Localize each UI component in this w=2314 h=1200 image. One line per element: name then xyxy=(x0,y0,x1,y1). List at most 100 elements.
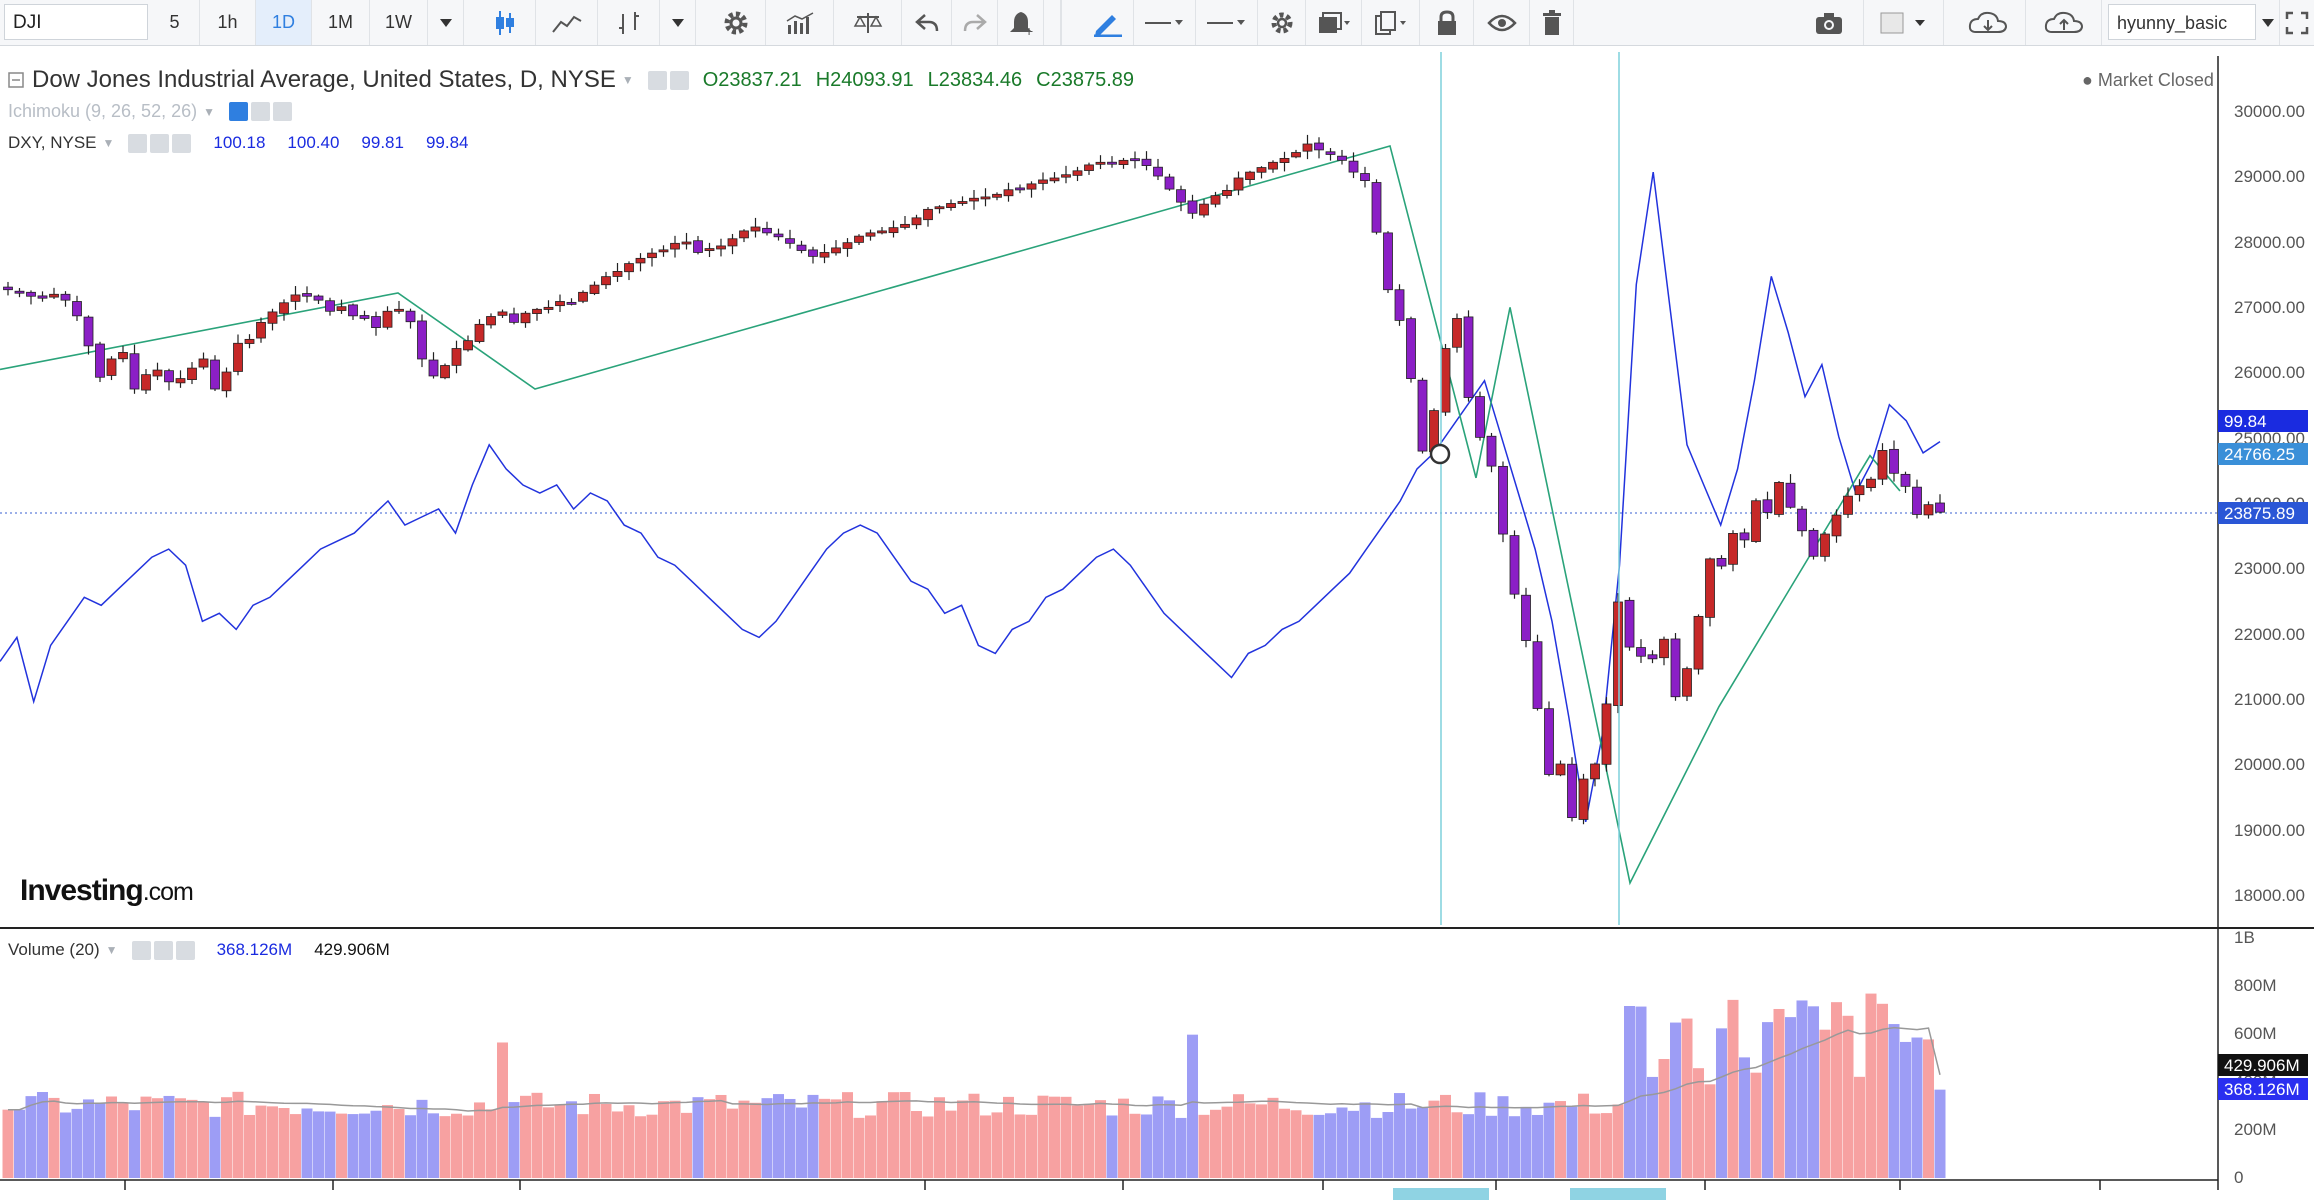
cloud-download-button[interactable] xyxy=(1950,0,2026,45)
layers-button[interactable] xyxy=(1306,0,1362,45)
candle-up xyxy=(279,302,289,314)
chart-canvas[interactable] xyxy=(0,47,2314,1200)
bar-chart-button[interactable] xyxy=(598,0,660,45)
volume-bar xyxy=(566,1101,577,1178)
volume-bar xyxy=(186,1099,198,1178)
volume-bar xyxy=(1428,1100,1440,1178)
candle-down xyxy=(3,286,13,291)
candle-up xyxy=(1659,638,1669,659)
settings-icon[interactable] xyxy=(153,940,173,960)
dxy-label[interactable]: DXY, NYSE xyxy=(8,133,97,152)
candle-down xyxy=(348,304,358,317)
settings-icon[interactable] xyxy=(150,133,170,153)
volume-bar xyxy=(405,1115,416,1178)
candle-down xyxy=(1475,396,1485,438)
candle-up xyxy=(1291,152,1301,158)
candle-up xyxy=(888,227,899,234)
line-style-button[interactable] xyxy=(1134,0,1196,45)
candle-up xyxy=(141,374,151,391)
candle-down xyxy=(95,343,105,378)
instrument-title: Dow Jones Industrial Average, United Sta… xyxy=(32,66,616,93)
candle-down xyxy=(428,359,439,377)
chevron-down-icon xyxy=(439,18,452,27)
ohlc-high: H24093.91 xyxy=(815,68,914,91)
redo-icon xyxy=(963,13,987,31)
volume-bar xyxy=(1750,1072,1762,1178)
close-icon[interactable] xyxy=(273,102,292,121)
interval-1d[interactable]: 1D xyxy=(256,0,312,45)
volume-bar xyxy=(1923,1039,1934,1178)
alert-button[interactable]: + xyxy=(998,0,1044,45)
ichimoku-label[interactable]: Ichimoku (9, 26, 52, 26) xyxy=(8,101,198,121)
candle-down xyxy=(164,370,174,383)
ichimoku-legend: Ichimoku (9, 26, 52, 26) ▼ xyxy=(8,101,292,122)
chevron-down-icon xyxy=(2261,18,2274,27)
layout-name-input[interactable]: hyunny_basic xyxy=(2108,4,2256,40)
cloud-download-icon xyxy=(1968,11,2007,33)
symbol-input[interactable]: DJI xyxy=(4,4,148,40)
volume-bar xyxy=(842,1092,853,1178)
eye-icon[interactable] xyxy=(229,102,248,121)
volume-bar xyxy=(267,1106,278,1178)
settings-icon[interactable] xyxy=(669,70,689,90)
chevron-down-icon[interactable]: ▼ xyxy=(102,136,115,150)
eye-icon[interactable] xyxy=(647,70,667,90)
eye-icon[interactable] xyxy=(128,133,148,153)
volume-bar xyxy=(221,1097,232,1178)
cloud-upload-button[interactable] xyxy=(2026,0,2102,45)
line-width-button[interactable] xyxy=(1196,0,1258,45)
candle-up xyxy=(152,369,163,377)
lock-button[interactable] xyxy=(1420,0,1474,45)
line-chart-button[interactable] xyxy=(536,0,598,45)
legend-actions xyxy=(131,940,195,960)
candles-button[interactable] xyxy=(474,0,536,45)
chevron-down-icon[interactable]: ▼ xyxy=(621,73,634,87)
toolbar-divider xyxy=(1060,0,1062,45)
indicators-button[interactable] xyxy=(766,0,834,45)
settings-icon[interactable] xyxy=(251,102,270,121)
close-icon[interactable] xyxy=(175,940,195,960)
candle-up xyxy=(1302,143,1313,152)
interval-1w[interactable]: 1W xyxy=(370,0,428,45)
chart-type-dropdown[interactable] xyxy=(660,0,696,45)
undo-button[interactable] xyxy=(902,0,952,45)
candle-up xyxy=(1279,157,1290,163)
volume-bar xyxy=(140,1096,152,1178)
drawing-settings-button[interactable] xyxy=(1258,0,1306,45)
candle-down xyxy=(1498,465,1508,535)
close-icon[interactable] xyxy=(172,133,192,153)
candle-up xyxy=(1877,450,1888,480)
chevron-down-icon[interactable]: ▼ xyxy=(203,104,215,119)
price-tick-label: 22000.00 xyxy=(2234,624,2305,644)
volume-bar xyxy=(497,1042,508,1178)
volume-bar xyxy=(1520,1106,1532,1178)
investing-logo: Investing.com xyxy=(20,874,194,907)
candle-up xyxy=(934,206,945,210)
volume-bar xyxy=(1532,1114,1543,1178)
interval-dropdown-button[interactable] xyxy=(428,0,464,45)
volume-bar xyxy=(83,1099,94,1178)
copy-button[interactable] xyxy=(1362,0,1420,45)
interval-5[interactable]: 5 xyxy=(150,0,200,45)
interval-1h[interactable]: 1h xyxy=(200,0,256,45)
color-icon xyxy=(1880,12,1925,33)
delete-button[interactable] xyxy=(1530,0,1574,45)
chevron-down-icon[interactable]: ▼ xyxy=(105,943,118,957)
layout-dropdown[interactable] xyxy=(2256,0,2280,45)
eye-icon[interactable] xyxy=(131,940,151,960)
volume-bar xyxy=(336,1113,347,1178)
candle-down xyxy=(1935,502,1945,513)
collapse-icon[interactable] xyxy=(8,72,24,88)
interval-1m[interactable]: 1M xyxy=(312,0,370,45)
compare-button[interactable] xyxy=(834,0,902,45)
color-picker-button[interactable] xyxy=(1864,0,1944,45)
candle-up xyxy=(1026,183,1037,190)
volume-label[interactable]: Volume (20) xyxy=(8,940,100,959)
chart-settings-button[interactable] xyxy=(706,0,766,45)
screenshot-button[interactable] xyxy=(1794,0,1864,45)
volume-bar xyxy=(1233,1094,1244,1178)
fullscreen-button[interactable] xyxy=(2280,0,2314,45)
redo-button[interactable] xyxy=(952,0,998,45)
pencil-button[interactable] xyxy=(1080,0,1134,45)
visibility-button[interactable] xyxy=(1474,0,1530,45)
